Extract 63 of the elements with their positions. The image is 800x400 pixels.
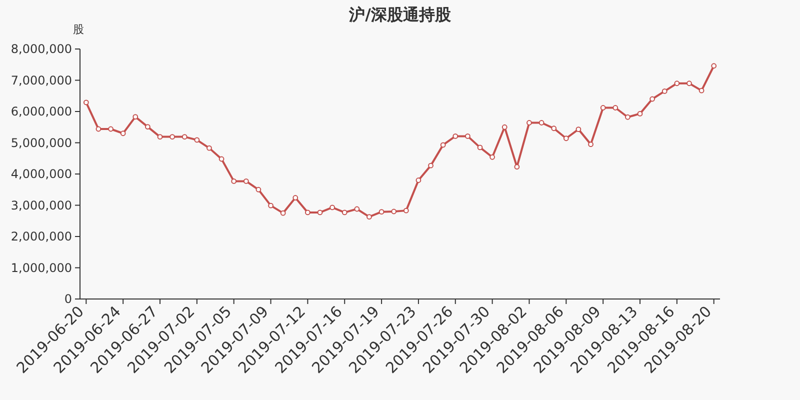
point xyxy=(416,178,422,183)
point xyxy=(662,88,668,94)
point xyxy=(391,208,397,214)
point xyxy=(686,80,692,86)
y-tick-label: 3,000,000 xyxy=(10,198,72,212)
point xyxy=(526,120,532,126)
point xyxy=(650,96,656,102)
point xyxy=(132,114,138,120)
point xyxy=(711,63,717,69)
point xyxy=(428,162,434,168)
point xyxy=(588,142,594,148)
point xyxy=(452,133,458,139)
y-tick-label: 8,000,000 xyxy=(10,42,72,56)
point xyxy=(256,186,262,192)
point xyxy=(464,133,470,139)
point xyxy=(83,100,89,106)
point xyxy=(477,144,483,150)
point xyxy=(624,114,630,120)
y-tick-label: 4,000,000 xyxy=(10,167,72,182)
point xyxy=(144,124,150,130)
point xyxy=(157,134,163,140)
point xyxy=(637,110,643,116)
point xyxy=(182,134,188,140)
point xyxy=(698,88,704,94)
point xyxy=(218,156,224,162)
y-tick-label: 7,000,000 xyxy=(10,73,72,88)
point xyxy=(170,134,176,140)
point xyxy=(120,130,126,136)
point xyxy=(354,206,360,212)
point xyxy=(612,105,618,110)
point xyxy=(440,142,446,148)
point xyxy=(317,210,323,216)
point xyxy=(268,202,274,208)
y-tick-label: 1,000,000 xyxy=(10,260,72,275)
point xyxy=(330,204,336,210)
point xyxy=(206,145,212,151)
y-tick-label: 5,000,000 xyxy=(10,136,72,150)
point xyxy=(600,105,606,110)
point xyxy=(378,209,384,215)
point xyxy=(403,208,409,214)
point xyxy=(304,210,310,216)
point xyxy=(231,178,237,184)
point xyxy=(342,210,348,216)
y-tick-label: 0 xyxy=(64,292,72,306)
point xyxy=(366,214,372,220)
point xyxy=(96,126,102,132)
point xyxy=(243,178,249,184)
point xyxy=(563,136,569,142)
point xyxy=(502,124,508,130)
y-tick-label: 2,000,000 xyxy=(10,230,72,244)
point xyxy=(194,137,200,143)
y-tick-label: 6,000,000 xyxy=(10,104,72,119)
y-axis-title: 股 xyxy=(73,23,84,36)
point xyxy=(538,120,544,126)
point xyxy=(292,195,298,200)
point xyxy=(514,164,520,170)
point xyxy=(490,154,496,160)
point xyxy=(551,126,557,132)
point xyxy=(576,126,582,132)
point xyxy=(280,210,286,216)
point xyxy=(674,80,680,86)
chart-title: 沪/深股通持股 xyxy=(348,5,452,24)
point xyxy=(108,126,114,132)
